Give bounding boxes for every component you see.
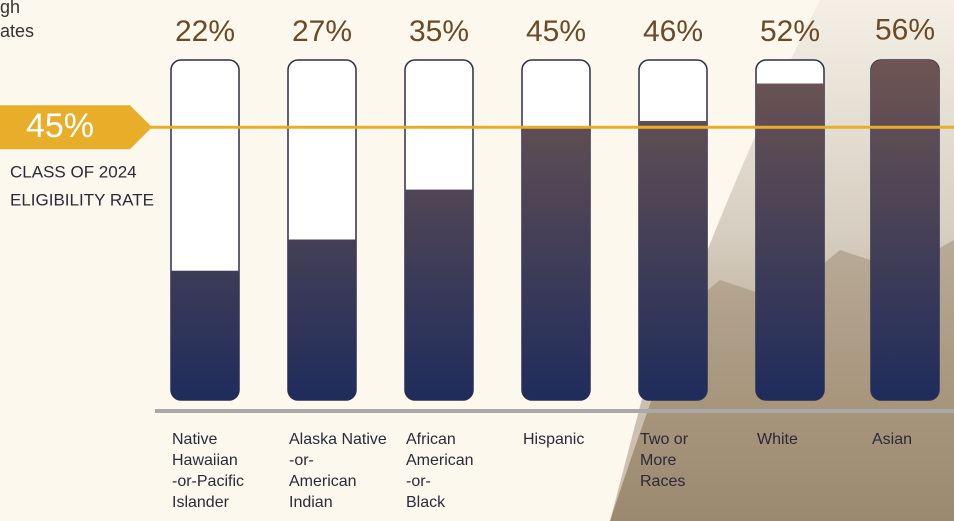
- value-label: 45%: [526, 15, 586, 48]
- bar: [522, 127, 590, 400]
- category-label: Hispanic: [523, 431, 584, 448]
- title-fragment: gh: [0, 0, 20, 17]
- category-label: White: [757, 431, 798, 448]
- category-label: Races: [640, 473, 685, 490]
- bar: [871, 60, 939, 400]
- category-label: Indian: [289, 494, 333, 511]
- value-label: 22%: [175, 15, 235, 48]
- category-label: -or-Pacific: [172, 473, 244, 490]
- category-label: -or-: [406, 473, 431, 490]
- value-label: 27%: [292, 15, 352, 48]
- bar: [756, 83, 824, 400]
- bar: [171, 270, 239, 400]
- category-label: Islander: [172, 494, 230, 511]
- reference-badge: [0, 105, 152, 150]
- baseline: [155, 409, 954, 413]
- bar: [405, 189, 473, 400]
- value-label: 35%: [409, 15, 469, 48]
- category-label: American: [406, 452, 474, 469]
- bar: [288, 239, 356, 400]
- category-label: More: [640, 452, 677, 469]
- reference-text: CLASS OF 2024: [10, 163, 137, 182]
- value-label: 52%: [760, 15, 820, 48]
- reference-label: 45%: [26, 107, 94, 145]
- bar: [639, 120, 707, 400]
- title-fragment: ates: [0, 21, 34, 41]
- category-label: Black: [406, 494, 446, 511]
- category-label: Alaska Native: [289, 431, 387, 448]
- category-label: Hawaiian: [172, 452, 238, 469]
- reference-text: ELIGIBILITY RATE: [10, 191, 154, 210]
- category-label: Asian: [872, 431, 912, 448]
- category-label: African: [406, 431, 456, 448]
- value-label: 56%: [875, 13, 935, 46]
- value-label: 46%: [643, 15, 703, 48]
- category-label: Two or: [640, 431, 689, 448]
- category-label: American: [289, 473, 357, 490]
- category-label: Native: [172, 431, 217, 448]
- category-label: -or-: [289, 452, 314, 469]
